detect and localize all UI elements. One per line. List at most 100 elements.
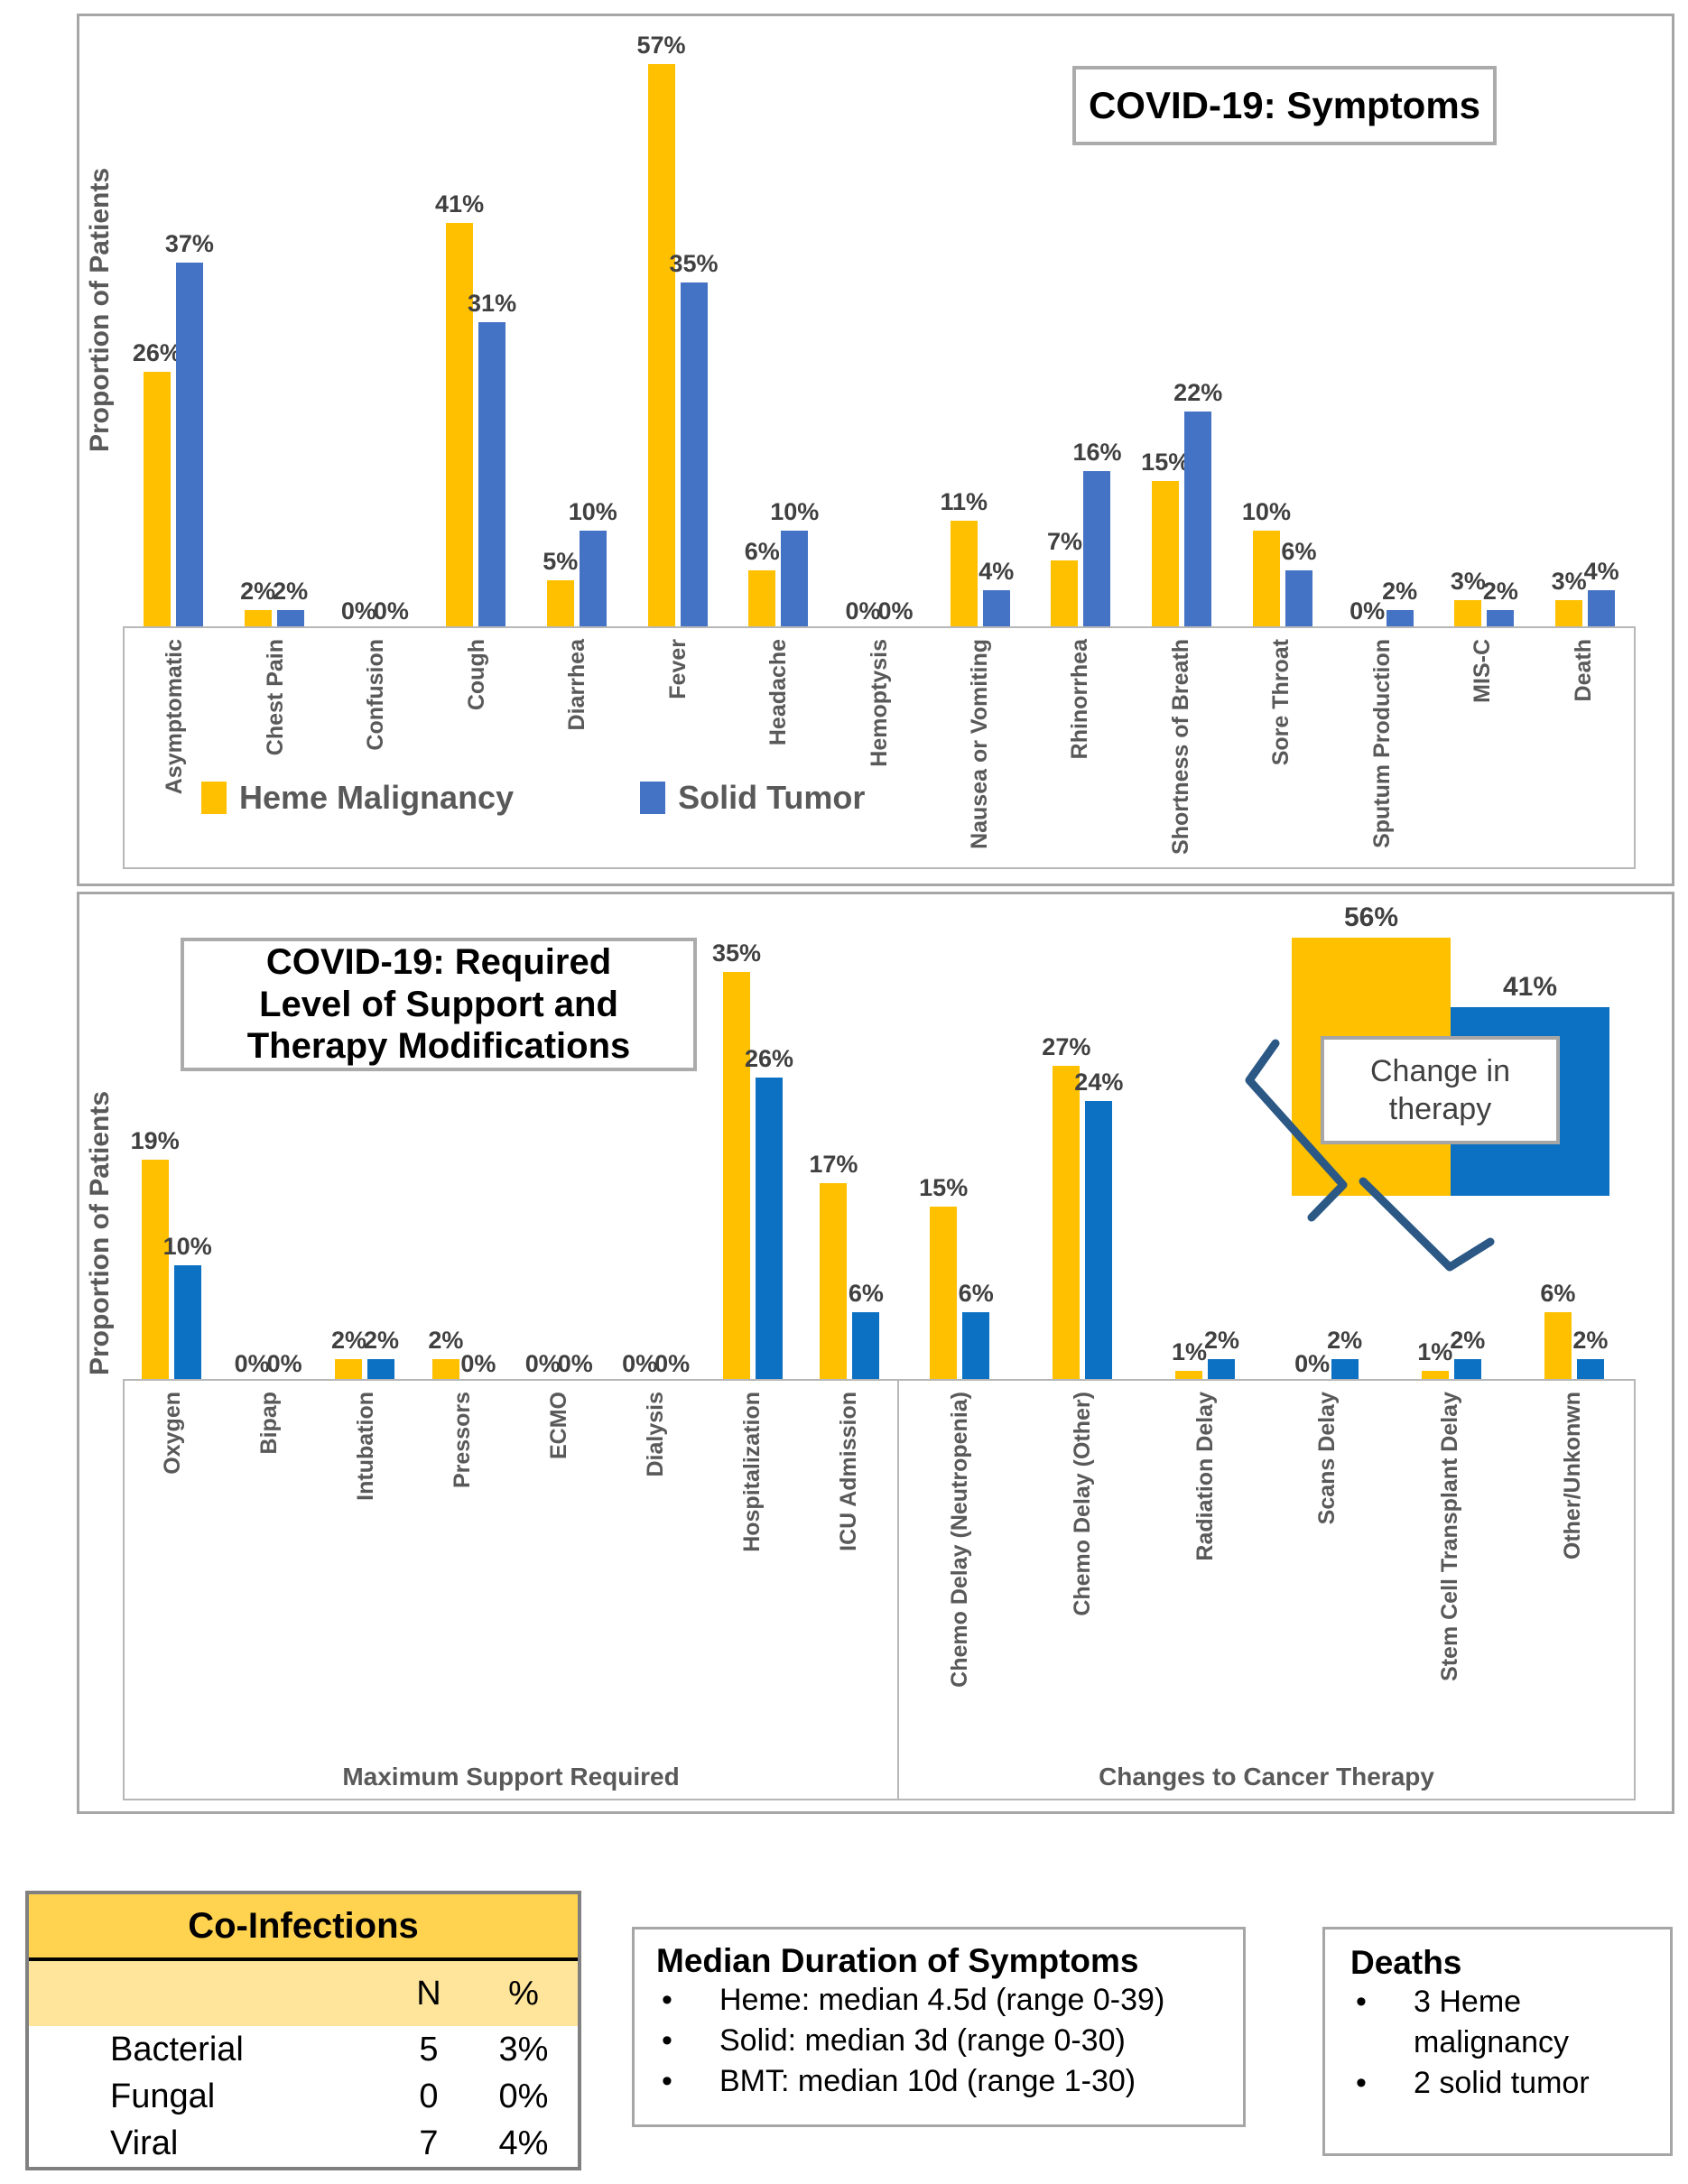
category-label-text: ICU Admission [836, 1392, 861, 1551]
support-chart-panel: COVID-19: Required Level of Support and … [77, 892, 1674, 1814]
value-label: 0% [845, 597, 881, 625]
column-header-pct: % [508, 1974, 539, 2013]
label-group: Asymptomatic Chest Pain Confusion Cough Diar… [125, 628, 1634, 867]
category-label-diarrhea: Diarrhea [527, 628, 627, 867]
bar-pair-chemo-delay-other: 27% 24% [1021, 894, 1144, 1383]
value-label: 0% [460, 1350, 496, 1377]
value-label: 19% [130, 1127, 180, 1154]
value-label: 24% [1074, 1069, 1124, 1096]
bullet-text: 3 Heme malignancy [1414, 1985, 1569, 2059]
category-label-death: Death [1534, 628, 1634, 867]
value-label: 5% [543, 548, 579, 575]
bar-solid-tumor-radiation-delay: 2% [1204, 1327, 1239, 1383]
value-label: 2% [273, 578, 309, 605]
value-label: 10% [1241, 498, 1291, 525]
category-label-icu-admission: ICU Admission [801, 1381, 897, 1799]
value-label: 22% [1173, 379, 1223, 406]
symptoms-chart-title: COVID-19: Symptoms [1072, 66, 1497, 145]
value-label: 6% [958, 1280, 994, 1307]
category-label-text: Hemoptysis [866, 639, 892, 767]
category-label-intubation: Intubation [318, 1381, 414, 1799]
category-label-text: Chemo Delay (Neutropenia) [947, 1392, 973, 1688]
value-label: 41% [435, 190, 485, 217]
value-label: 2% [240, 578, 276, 605]
value-label: 0% [557, 1350, 593, 1377]
category-label-text: Dialysis [643, 1392, 668, 1477]
bar-solid-tumor-diarrhea: 10% [569, 498, 617, 630]
bar-pair-sore-throat: 10% 6% [1232, 39, 1333, 630]
group-label-maximum-support-required: Maximum Support Required [342, 1763, 680, 1791]
row-n-value: 7 [419, 2124, 439, 2162]
category-label-scans-delay: Scans Delay [1266, 1381, 1389, 1799]
value-label: 37% [164, 230, 214, 257]
value-label: 2% [330, 1327, 366, 1354]
value-label: 10% [770, 498, 820, 525]
bar-heme-malignancy-oxygen: 19% [131, 1127, 180, 1383]
co-infections-rows: Bacterial 5 3% Fungal 0 0% Viral 7 4% [29, 2026, 578, 2167]
value-label: 4% [1583, 558, 1619, 585]
category-label-text: Asymptomatic [162, 639, 188, 795]
bar-pair-headache: 6% 10% [728, 39, 829, 630]
category-label-radiation-delay: Radiation Delay [1144, 1381, 1266, 1799]
bar-pair-mis-c: 3% 2% [1434, 39, 1535, 630]
median-duration-title: Median Duration of Symptoms [656, 1942, 1139, 1979]
support-category-axis: Oxygen Bipap Intubation Pressors ECMO Dialysi… [123, 1379, 1636, 1800]
co-infections-title: Co-Infections [29, 1894, 578, 1961]
value-label: 35% [669, 250, 719, 277]
row-n-value: 5 [419, 2030, 439, 2068]
row-label: Fungal [110, 2077, 216, 2115]
value-label: 11% [940, 488, 988, 515]
bar-heme-malignancy-intubation: 2% [331, 1327, 366, 1383]
category-label-sputum-production: Sputum Production [1332, 628, 1433, 867]
row-pct-value: 0% [498, 2077, 549, 2115]
bar-pair-nausea-or-vomiting: 11% 4% [930, 39, 1031, 630]
category-label-shortness-of-breath: Shortness of Breath [1131, 628, 1231, 867]
row-n-value: 0 [419, 2077, 439, 2115]
bar-heme-malignancy-chest-pain: 2% [240, 578, 275, 630]
symptoms-y-axis-label: Proportion of Patients [85, 167, 115, 452]
bar-solid-tumor-other-unkonwn: 2% [1572, 1327, 1608, 1383]
row-pct-value: 4% [498, 2124, 549, 2162]
value-label: 6% [1281, 538, 1317, 565]
bar-solid-tumor-stem-cell-transplant-delay: 2% [1450, 1327, 1485, 1383]
category-label-text: Death [1570, 639, 1596, 702]
support-y-axis-label: Proportion of Patients [85, 1090, 115, 1375]
bar-heme-malignancy-pressors: 2% [428, 1327, 463, 1383]
category-label-hospitalization: Hospitalization [704, 1381, 801, 1799]
category-label-text: Stem Cell Transplant Delay [1437, 1392, 1462, 1681]
bar-solid-tumor-hospitalization: 26% [745, 1045, 793, 1383]
category-label-text: Diarrhea [564, 639, 590, 731]
bar-pair-scans-delay: 0% 2% [1267, 894, 1390, 1383]
value-label: 26% [132, 339, 181, 366]
category-cells: Chemo Delay (Neutropenia) Chemo Delay (Ot… [899, 1381, 1634, 1799]
group-label-changes-to-cancer-therapy: Changes to Cancer Therapy [1099, 1763, 1434, 1791]
value-label: 10% [162, 1233, 212, 1260]
list-item: • 2 solid tumor [1350, 2063, 1661, 2104]
category-label-text: Sore Throat [1268, 639, 1294, 766]
bar-heme-malignancy-headache: 6% [745, 538, 780, 630]
bar-pair-chemo-delay-neutropenia: 15% 6% [898, 894, 1021, 1383]
bar-pair-oxygen: 19% 10% [123, 894, 219, 1383]
symptoms-plot-area: 26% 37% 2% 2% 0% 0% 41% 31% 5% 10% 57% 35% 6% 10% 0% 0%… [123, 32, 1636, 630]
category-label-text: Confusion [363, 639, 389, 751]
value-label: 6% [1540, 1280, 1576, 1307]
solid-swatch-icon [640, 782, 666, 814]
bar-pair-shortness-of-breath: 15% 22% [1131, 39, 1232, 630]
median-duration-box: Median Duration of Symptoms • Heme: media… [632, 1927, 1246, 2127]
category-label-mis-c: MIS-C [1433, 628, 1533, 867]
bullet-icon: • [662, 2063, 672, 2098]
list-item: • Heme: median 4.5d (range 0-39) [656, 1980, 1234, 2021]
support-chart-title: COVID-19: Required Level of Support and … [181, 938, 697, 1071]
bar-pair-bipap: 0% 0% [219, 894, 316, 1383]
bullet-icon: • [662, 2022, 672, 2058]
category-label-text: Cough [463, 639, 489, 711]
bar-heme-malignancy-shortness-of-breath: 15% [1141, 449, 1190, 630]
value-label: 7% [1046, 528, 1082, 555]
table-row-fungal: Fungal 0 0% [29, 2073, 578, 2120]
bar-heme-malignancy-sore-throat: 10% [1242, 498, 1291, 630]
category-label-text: Radiation Delay [1192, 1392, 1218, 1561]
bar-pair-asymptomatic: 26% 37% [123, 39, 224, 630]
value-label: 0% [340, 597, 376, 625]
value-label: 0% [266, 1350, 302, 1377]
category-label-text: Sputum Production [1368, 639, 1395, 848]
